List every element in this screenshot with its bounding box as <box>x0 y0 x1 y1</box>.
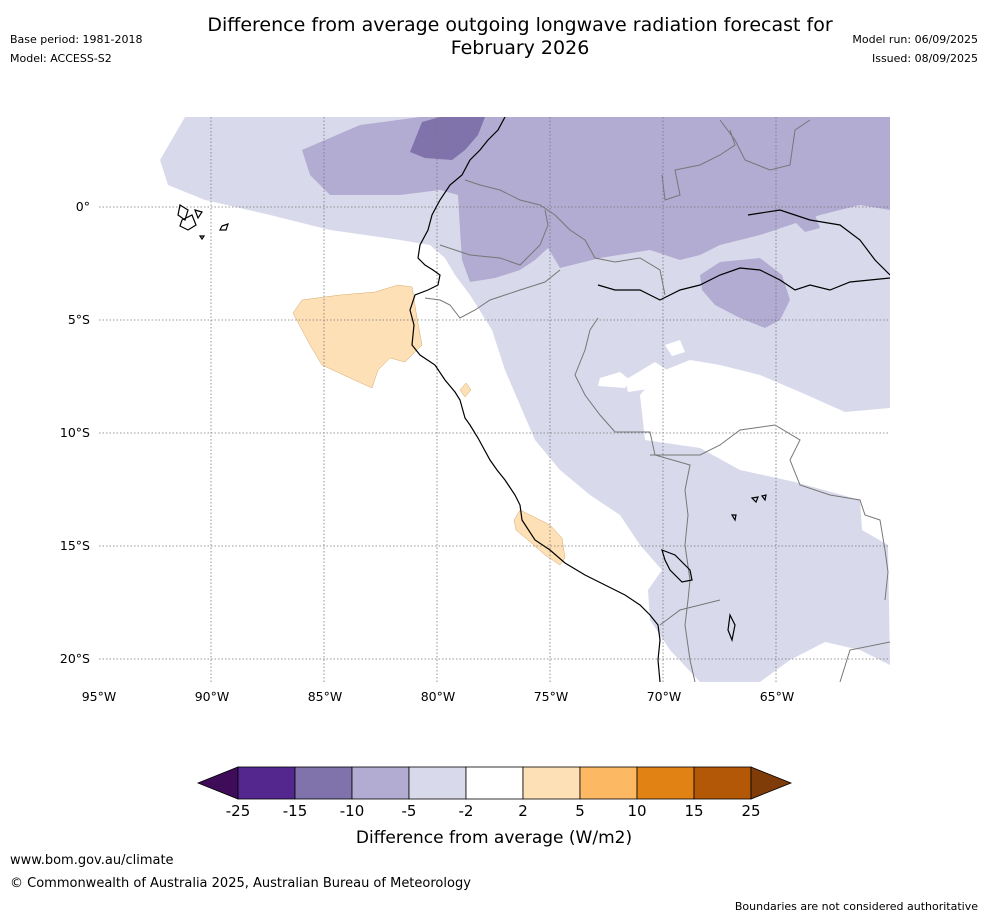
anomaly-area-light-orange-2 <box>459 382 472 398</box>
lon-label: 95°W <box>82 689 117 704</box>
longitude-labels: 95°W 90°W 85°W 80°W 75°W 70°W 65°W <box>82 689 795 704</box>
lat-label: 20°S <box>60 651 90 666</box>
colorbar-low-extension <box>196 766 239 800</box>
colorbar-label: Difference from average (W/m2) <box>356 828 632 848</box>
colorbar-tick: -5 <box>402 802 417 820</box>
title-line-2: February 2026 <box>450 37 590 59</box>
coastline <box>177 117 890 682</box>
base-period-text: Base period: 1981-2018 <box>10 33 143 46</box>
colorbar-tick: 2 <box>518 802 528 820</box>
anomaly-area-medium-purple-3 <box>795 215 820 232</box>
model-text: Model: ACCESS-S2 <box>10 52 112 65</box>
colorbar <box>196 766 793 800</box>
colorbar-segment <box>636 766 695 800</box>
lat-label: 10°S <box>60 425 90 440</box>
lon-label: 75°W <box>534 689 569 704</box>
colorbar-ticks: -25 -15 -10 -5 -2 2 5 10 15 25 <box>226 802 761 820</box>
colorbar-segment <box>237 766 296 800</box>
issued-text: Issued: 08/09/2025 <box>871 52 978 65</box>
colorbar-tick: -10 <box>340 802 365 820</box>
colorbar-high-extension <box>750 766 793 800</box>
colorbar-segment <box>294 766 353 800</box>
colorbar-tick: -25 <box>226 802 251 820</box>
neutral-hole-2 <box>625 362 670 392</box>
colorbar-segment <box>465 766 524 800</box>
lon-label: 90°W <box>195 689 230 704</box>
page-title: Difference from average outgoing longwav… <box>150 14 890 60</box>
footer-disclaimer: Boundaries are not considered authoritat… <box>734 900 978 913</box>
colorbar-tick: -15 <box>283 802 308 820</box>
anomaly-area-light-purple <box>160 117 890 682</box>
lon-label: 65°W <box>760 689 795 704</box>
anomaly-area-dark-purple <box>410 117 485 160</box>
map-gridlines <box>99 117 890 682</box>
lon-label: 80°W <box>421 689 456 704</box>
lon-label: 70°W <box>647 689 682 704</box>
lat-label: 15°S <box>60 538 90 553</box>
colorbar-segment <box>522 766 581 800</box>
colorbar-segment <box>693 766 752 800</box>
neutral-hole-3 <box>655 408 675 430</box>
title-line-1: Difference from average outgoing longwav… <box>207 14 833 36</box>
colorbar-tick: 5 <box>575 802 585 820</box>
lat-label: 0° <box>76 199 90 214</box>
lat-label: 5°S <box>68 312 90 327</box>
footer-url[interactable]: www.bom.gov.au/climate <box>10 853 174 868</box>
colorbar-tick: 15 <box>684 802 703 820</box>
neutral-hole-4 <box>665 340 685 356</box>
colorbar-tick: -2 <box>459 802 474 820</box>
latitude-labels: 0° 5°S 10°S 15°S 20°S <box>60 199 90 666</box>
footer-copyright: © Commonwealth of Australia 2025, Austra… <box>10 876 471 891</box>
neutral-hole-1 <box>598 372 630 388</box>
colorbar-segment <box>579 766 638 800</box>
anomaly-area-medium-purple-2 <box>700 258 790 328</box>
anomaly-area-light-orange-1 <box>292 284 423 389</box>
colorbar-segment <box>408 766 467 800</box>
country-borders <box>424 119 890 682</box>
lon-label: 85°W <box>308 689 343 704</box>
colorbar-tick: 25 <box>741 802 760 820</box>
model-run-text: Model run: 06/09/2025 <box>852 33 978 46</box>
colorbar-segment <box>351 766 410 800</box>
colorbar-tick: 10 <box>627 802 646 820</box>
